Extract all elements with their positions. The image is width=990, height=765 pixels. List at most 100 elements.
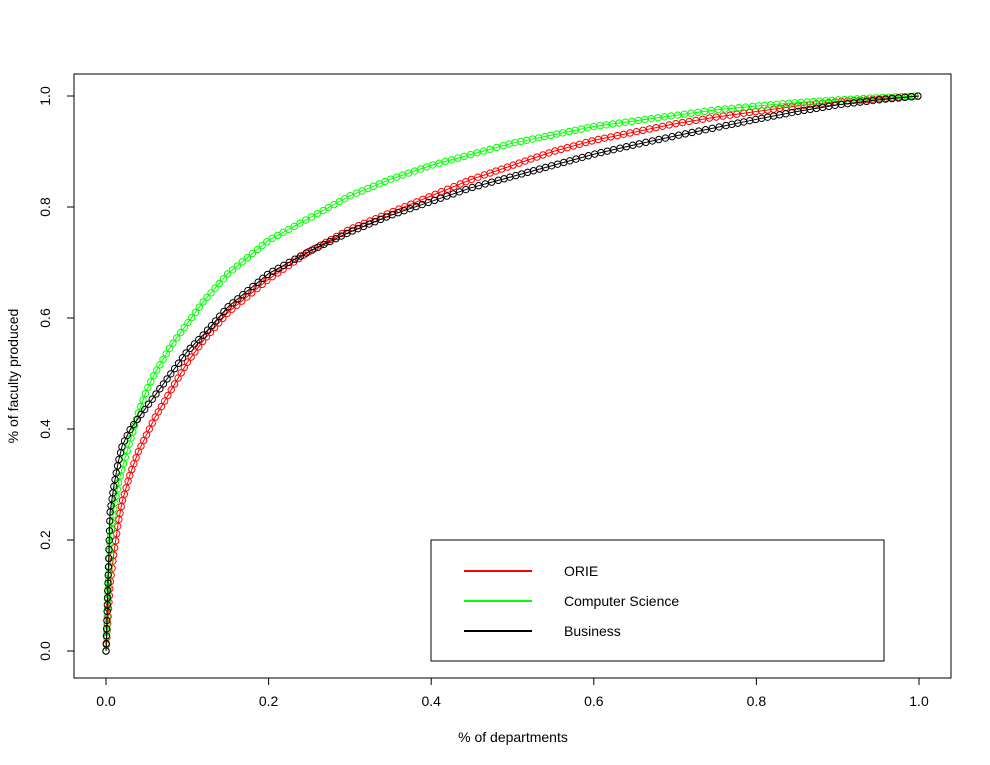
data-point	[167, 370, 175, 378]
data-point	[681, 130, 690, 138]
data-point	[157, 402, 166, 411]
data-point	[914, 92, 922, 100]
data-point	[346, 192, 354, 200]
data-point	[224, 303, 232, 311]
data-point	[163, 375, 171, 383]
data-point	[234, 295, 242, 303]
legend-label: ORIE	[564, 563, 598, 579]
data-point	[268, 272, 276, 281]
data-point	[228, 266, 237, 274]
data-point	[707, 106, 716, 115]
data-point	[184, 318, 192, 327]
data-point	[488, 178, 496, 186]
x-tick-label: 0.4	[421, 693, 441, 709]
data-point	[285, 258, 294, 266]
data-point	[715, 123, 723, 131]
data-point	[243, 254, 252, 262]
data-point	[180, 363, 189, 372]
data-point	[695, 127, 703, 135]
data-point	[156, 361, 164, 369]
data-point	[107, 501, 115, 510]
data-point	[220, 307, 228, 316]
data-point	[273, 231, 282, 240]
data-point	[187, 313, 196, 322]
series-line	[105, 95, 920, 652]
data-point	[122, 484, 130, 492]
data-point	[109, 551, 118, 559]
data-point	[313, 209, 322, 218]
data-point	[139, 436, 148, 445]
data-point	[102, 632, 111, 640]
data-point	[223, 270, 232, 278]
data-point	[105, 536, 113, 544]
data-point	[203, 293, 211, 302]
data-point	[162, 350, 170, 358]
data-point	[159, 380, 168, 388]
data-point	[191, 308, 200, 317]
data-point	[169, 339, 177, 347]
data-point	[479, 147, 488, 155]
data-point	[182, 349, 190, 357]
data-point	[110, 482, 118, 491]
data-point	[229, 299, 237, 307]
data-point	[216, 312, 224, 320]
data-point	[160, 397, 169, 405]
data-point	[661, 134, 670, 142]
y-tick-label: 0.6	[37, 308, 53, 328]
data-point	[177, 369, 185, 377]
y-tick-label: 0.4	[37, 419, 53, 439]
data-point	[233, 262, 242, 270]
data-point	[103, 616, 111, 625]
data-point	[698, 115, 707, 123]
data-point	[486, 145, 494, 153]
data-point	[259, 274, 267, 283]
data-point	[105, 545, 113, 554]
data-point	[474, 182, 483, 190]
data-point	[104, 563, 113, 571]
data-point	[207, 321, 216, 330]
x-tick-label: 0.8	[747, 693, 767, 709]
data-point	[462, 185, 470, 194]
data-point	[174, 374, 182, 382]
data-point	[436, 194, 445, 202]
data-point	[481, 180, 489, 188]
data-point	[474, 173, 482, 181]
data-point	[105, 554, 113, 563]
data-point	[199, 331, 207, 339]
data-point	[104, 571, 112, 579]
data-point	[103, 594, 112, 602]
data-point	[121, 453, 130, 462]
data-point	[167, 386, 175, 394]
data-point	[728, 104, 736, 113]
data-point	[145, 425, 154, 433]
data-point	[203, 326, 212, 334]
data-point	[244, 286, 252, 295]
data-point	[296, 252, 305, 260]
data-point	[123, 431, 131, 440]
data-point	[449, 190, 457, 198]
data-point	[148, 419, 156, 427]
data-point	[114, 522, 122, 531]
data-point	[104, 579, 112, 587]
data-point	[735, 103, 743, 112]
data-point	[290, 222, 298, 230]
data-point	[248, 249, 257, 258]
x-tick-label: 0.6	[584, 693, 604, 709]
data-point	[467, 175, 476, 184]
data-point	[450, 182, 458, 191]
data-point	[302, 249, 311, 257]
data-point	[279, 228, 287, 237]
data-point	[173, 334, 181, 342]
data-point	[104, 586, 112, 595]
data-point	[341, 194, 349, 203]
data-point	[308, 246, 316, 254]
data-point	[177, 328, 185, 337]
data-point	[148, 395, 156, 403]
data-point	[115, 455, 123, 464]
data-point	[291, 255, 299, 263]
data-point	[139, 396, 147, 404]
data-point	[147, 378, 155, 386]
data-point	[183, 358, 192, 366]
data-point	[258, 241, 266, 250]
data-point	[219, 275, 228, 283]
